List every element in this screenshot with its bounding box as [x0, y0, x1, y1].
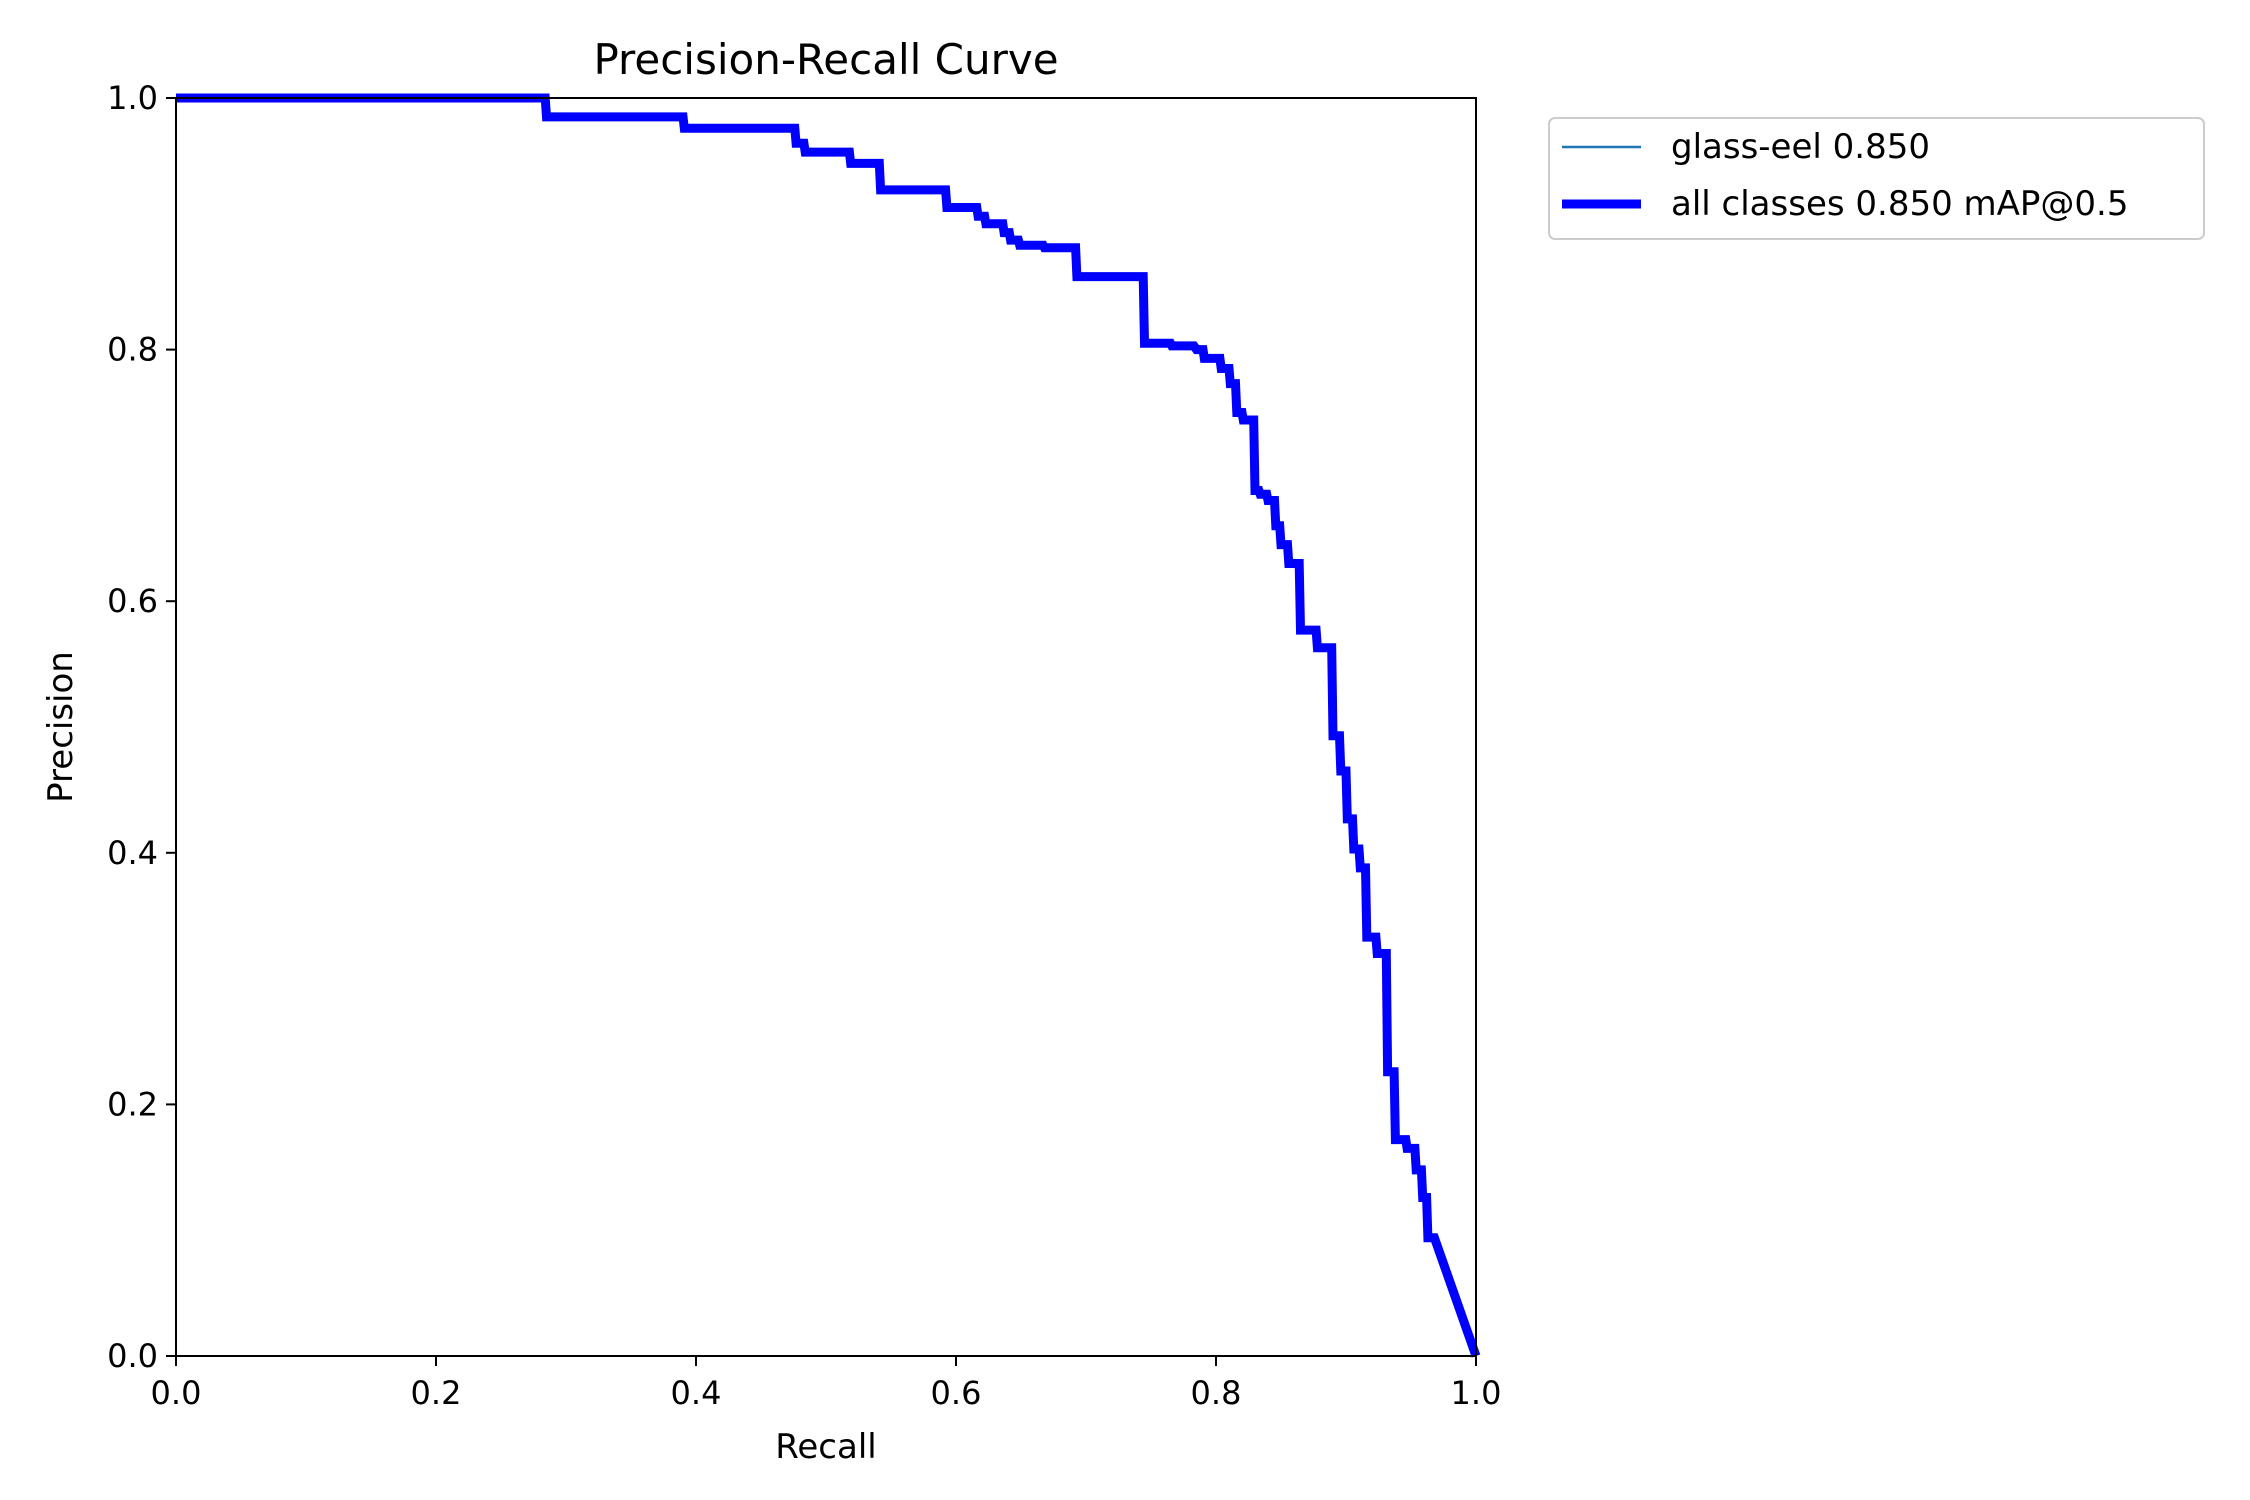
- x-axis-ticks: 0.0 0.2 0.4 0.6 0.8 1.0: [151, 1356, 1502, 1412]
- plot-frame: [175, 97, 1477, 1357]
- x-tick-label: 0.0: [151, 1374, 202, 1412]
- y-axis-label: Precision: [41, 651, 81, 803]
- x-tick-label: 0.8: [1191, 1374, 1242, 1412]
- legend-label-all-classes: all classes 0.850 mAP@0.5: [1671, 184, 2128, 224]
- y-tick-label: 0.2: [107, 1085, 158, 1123]
- x-tick-label: 0.2: [411, 1374, 462, 1412]
- legend: glass-eel 0.850 all classes 0.850 mAP@0.…: [1548, 117, 2205, 240]
- series-line-all-classes: [176, 93, 1481, 1358]
- legend-box: [1548, 117, 2205, 240]
- y-tick-label: 0.8: [107, 331, 158, 369]
- legend-label-glass-eel: glass-eel 0.850: [1671, 127, 1930, 167]
- y-tick-label: 0.4: [107, 834, 158, 872]
- x-tick-label: 0.4: [671, 1374, 722, 1412]
- y-axis-ticks: 0.0 0.2 0.4 0.6 0.8 1.0: [107, 79, 176, 1375]
- x-tick-label: 0.6: [931, 1374, 982, 1412]
- y-tick-label: 0.0: [107, 1337, 158, 1375]
- series-layer: [176, 93, 1481, 1358]
- x-axis-label: Recall: [775, 1427, 876, 1467]
- x-tick-label: 1.0: [1451, 1374, 1502, 1412]
- y-tick-label: 1.0: [107, 79, 158, 117]
- chart-title: Precision-Recall Curve: [593, 35, 1058, 84]
- y-tick-label: 0.6: [107, 582, 158, 620]
